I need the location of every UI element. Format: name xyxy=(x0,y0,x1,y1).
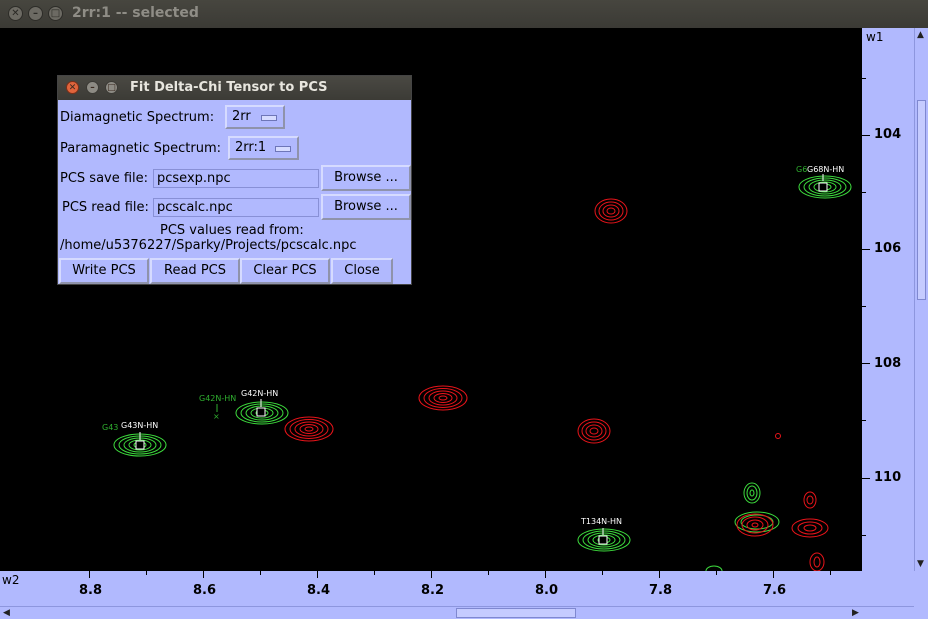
diamagnetic-spectrum-value: 2rr xyxy=(232,109,251,124)
w2-tick-8.6: 8.6 xyxy=(193,583,217,598)
vertical-scroll-thumb[interactable] xyxy=(917,100,926,300)
peak-label-g42-ghost: G42N-HN xyxy=(199,394,236,403)
window-minimize-icon[interactable]: – xyxy=(28,6,43,21)
peak-label-g68-ghost: G6 xyxy=(796,165,807,174)
horizontal-scrollbar[interactable]: ◀ ▶ xyxy=(0,606,914,619)
pcs-read-label: PCS read file: xyxy=(62,200,149,215)
peak-g68[interactable]: G6 G68N-HN xyxy=(796,165,852,199)
paramagnetic-spectrum-menu[interactable]: 2rr:1 xyxy=(228,136,299,160)
browse-save-button[interactable]: Browse ... xyxy=(321,165,411,191)
peak-label-t134: T134N-HN xyxy=(580,517,622,526)
status-line-2: /home/u5376227/Sparky/Projects/pcscalc.n… xyxy=(60,238,357,253)
peak-red-3 xyxy=(284,416,334,442)
w1-tick-104: 104 xyxy=(874,127,902,142)
w2-tick-8.4: 8.4 xyxy=(307,583,331,598)
scroll-left-icon[interactable]: ◀ xyxy=(3,608,10,618)
w2-tick-8.2: 8.2 xyxy=(421,583,445,598)
peak-label-g43-ghost: G43 xyxy=(102,423,118,432)
peak-red-1 xyxy=(594,198,628,224)
peak-red-4 xyxy=(577,418,611,444)
pcs-save-label: PCS save file: xyxy=(60,171,149,186)
dialog-title: Fit Delta-Chi Tensor to PCS xyxy=(130,80,328,95)
horizontal-scroll-thumb[interactable] xyxy=(456,608,576,618)
w2-tick-7.8: 7.8 xyxy=(649,583,673,598)
scroll-corner xyxy=(914,571,928,619)
w1-tick-110: 110 xyxy=(874,470,902,485)
w2-tick-8.8: 8.8 xyxy=(79,583,103,598)
paramagnetic-label: Paramagnetic Spectrum: xyxy=(60,141,222,156)
dialog-maximize-icon[interactable]: □ xyxy=(105,81,118,94)
w1-tick-108: 108 xyxy=(874,356,902,371)
peak-g42[interactable]: G42N-HN G42N-HN × xyxy=(199,389,289,425)
peak-t134[interactable]: T134N-HN xyxy=(577,517,631,552)
w1-tick-106: 106 xyxy=(874,241,902,256)
paramagnetic-spectrum-value: 2rr:1 xyxy=(235,140,267,155)
window-title: 2rr:1 -- selected xyxy=(72,5,199,21)
dropdown-indicator-icon xyxy=(275,146,291,152)
diamagnetic-label: Diamagnetic Spectrum: xyxy=(60,110,215,125)
window-close-icon[interactable]: ✕ xyxy=(8,6,23,21)
dialog-close-icon[interactable]: ✕ xyxy=(66,81,79,94)
diamagnetic-spectrum-menu[interactable]: 2rr xyxy=(225,105,285,129)
dropdown-indicator-icon xyxy=(261,115,277,121)
window-maximize-icon[interactable]: □ xyxy=(48,6,63,21)
read-pcs-button[interactable]: Read PCS xyxy=(150,258,240,284)
w2-axis-label: w2 xyxy=(2,573,20,587)
scroll-right-icon[interactable]: ▶ xyxy=(852,608,859,618)
window-titlebar: ✕ – □ 2rr:1 -- selected xyxy=(0,0,928,28)
peak-label-g43: G43N-HN xyxy=(121,421,158,430)
vertical-scrollbar[interactable]: ▲ ▼ xyxy=(914,28,928,571)
scroll-down-icon[interactable]: ▼ xyxy=(917,559,924,569)
peak-label-g68: G68N-HN xyxy=(807,165,844,174)
peak-label-g42: G42N-HN xyxy=(241,389,278,398)
w2-tick-8.0: 8.0 xyxy=(535,583,559,598)
w1-axis-label: w1 xyxy=(866,30,884,44)
clear-pcs-button[interactable]: Clear PCS xyxy=(240,258,330,284)
close-button[interactable]: Close xyxy=(331,258,393,284)
peak-red-2 xyxy=(418,385,468,411)
browse-read-button[interactable]: Browse ... xyxy=(321,194,411,220)
pcs-read-input[interactable]: pcscalc.npc xyxy=(153,198,319,217)
scroll-up-icon[interactable]: ▲ xyxy=(917,30,924,40)
dialog-minimize-icon[interactable]: – xyxy=(86,81,99,94)
status-line-1: PCS values read from: xyxy=(160,223,304,238)
peak-g43[interactable]: G43N-HN G43 xyxy=(102,421,167,457)
w1-axis: w1 xyxy=(862,28,914,571)
write-pcs-button[interactable]: Write PCS xyxy=(59,258,149,284)
svg-text:×: × xyxy=(213,412,220,421)
dialog-titlebar: ✕ – □ Fit Delta-Chi Tensor to PCS xyxy=(58,76,411,100)
w2-axis: w2 xyxy=(0,571,914,606)
pcs-save-input[interactable]: pcsexp.npc xyxy=(153,169,319,188)
w2-tick-7.6: 7.6 xyxy=(763,583,787,598)
fit-delta-chi-dialog: ✕ – □ Fit Delta-Chi Tensor to PCS Diamag… xyxy=(57,75,412,285)
